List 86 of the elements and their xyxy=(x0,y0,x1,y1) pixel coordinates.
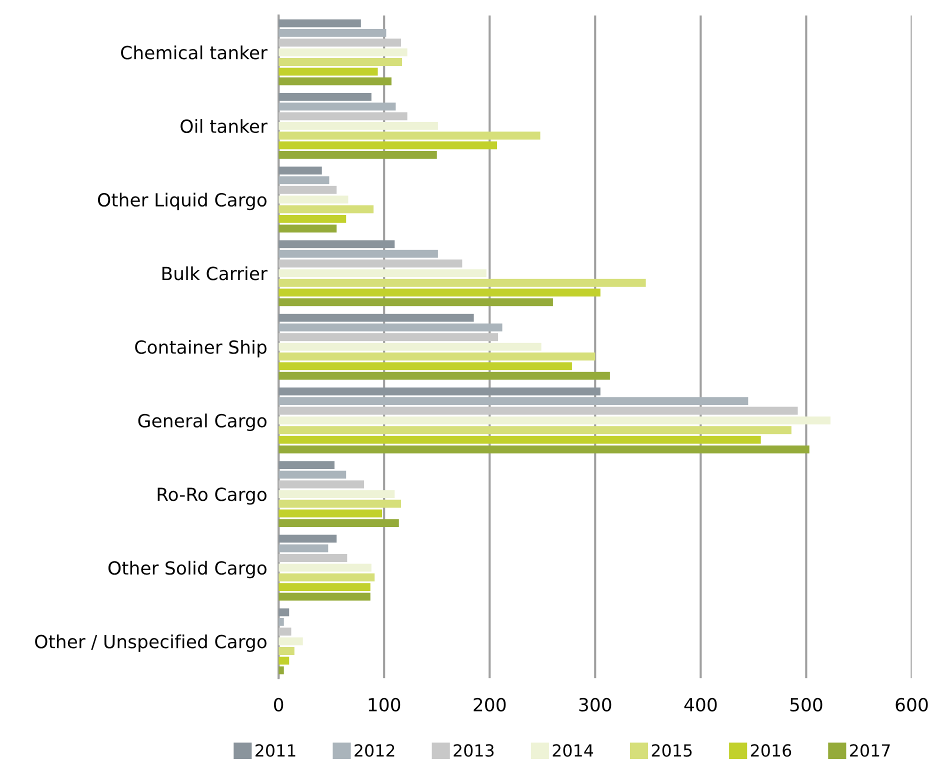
bar xyxy=(278,141,498,150)
y-tick-label: General Cargo xyxy=(138,414,266,432)
legend-label: 2015 xyxy=(652,744,692,757)
bar xyxy=(278,446,810,454)
bar xyxy=(278,500,401,508)
x-tick-label: 100 xyxy=(368,698,400,712)
bar xyxy=(278,48,408,56)
bar xyxy=(278,397,748,406)
bar xyxy=(278,618,284,626)
bar xyxy=(278,628,292,636)
y-tick-label: Other Solid Cargo xyxy=(108,560,266,578)
x-tick-label: 300 xyxy=(579,698,612,712)
bar xyxy=(278,58,402,66)
bar xyxy=(278,278,646,287)
bar xyxy=(278,205,374,214)
x-tick-label: 600 xyxy=(896,698,928,712)
y-tick-label: Ro-Ro Cargo xyxy=(158,488,266,505)
bar xyxy=(278,372,610,380)
bar xyxy=(278,470,346,479)
bar xyxy=(278,260,462,268)
bar xyxy=(278,362,572,370)
bar xyxy=(278,519,399,528)
bar xyxy=(278,38,401,47)
legend-label: 2013 xyxy=(454,744,494,757)
bar xyxy=(278,416,830,424)
bar xyxy=(278,647,294,655)
bar xyxy=(278,102,396,111)
bar xyxy=(278,166,322,174)
y-tick-label: Container Ship xyxy=(135,340,266,358)
bar xyxy=(278,544,328,552)
bar xyxy=(278,68,378,76)
x-tick-label: 500 xyxy=(790,698,822,712)
bar xyxy=(278,298,553,306)
bar xyxy=(278,151,437,159)
x-tick-label: 400 xyxy=(684,698,717,712)
bar xyxy=(278,224,337,233)
bar xyxy=(278,352,596,360)
bar xyxy=(278,461,335,469)
bar xyxy=(278,436,761,444)
bar xyxy=(278,122,438,130)
bar xyxy=(278,554,348,562)
bar xyxy=(278,92,372,101)
bar xyxy=(278,196,348,204)
bar xyxy=(278,490,395,498)
y-tick-label: Other Liquid Cargo xyxy=(98,192,266,210)
legend-label: 2011 xyxy=(256,744,296,757)
bar xyxy=(278,19,361,28)
bar xyxy=(278,406,798,415)
legend-label: 2014 xyxy=(552,744,594,757)
bar xyxy=(278,342,542,351)
bar xyxy=(278,288,600,297)
bar xyxy=(278,534,337,543)
legend-label: 2017 xyxy=(850,744,890,757)
bar xyxy=(278,573,375,582)
bar xyxy=(278,564,372,572)
bar xyxy=(278,269,486,278)
bar xyxy=(278,28,386,37)
bar xyxy=(278,333,498,342)
bar xyxy=(278,176,330,184)
bar xyxy=(278,240,395,248)
bar xyxy=(278,480,364,488)
y-tick-label: Other / Unspecified Cargo xyxy=(35,634,266,652)
bar xyxy=(278,509,382,518)
bar xyxy=(278,314,474,322)
x-tick-label: 200 xyxy=(474,698,506,712)
bar xyxy=(278,426,792,434)
bar xyxy=(278,592,370,601)
bar xyxy=(278,214,346,223)
bar xyxy=(278,323,502,332)
bar xyxy=(278,186,337,194)
bar xyxy=(278,608,290,616)
y-tick-label: Bulk Carrier xyxy=(162,266,268,280)
bar xyxy=(278,132,540,140)
y-tick-label: Oil tanker xyxy=(180,119,268,134)
bar xyxy=(278,656,290,665)
legend-label: 2016 xyxy=(750,744,792,757)
bar xyxy=(278,666,284,674)
bar xyxy=(278,112,408,120)
y-tick-label: Chemical tanker xyxy=(121,45,268,60)
x-tick-label: 0 xyxy=(274,698,284,712)
bar xyxy=(278,77,392,86)
bar xyxy=(278,387,600,396)
bar xyxy=(278,250,438,258)
bar xyxy=(278,637,303,646)
bar xyxy=(278,583,370,592)
legend-label: 2012 xyxy=(354,744,394,757)
